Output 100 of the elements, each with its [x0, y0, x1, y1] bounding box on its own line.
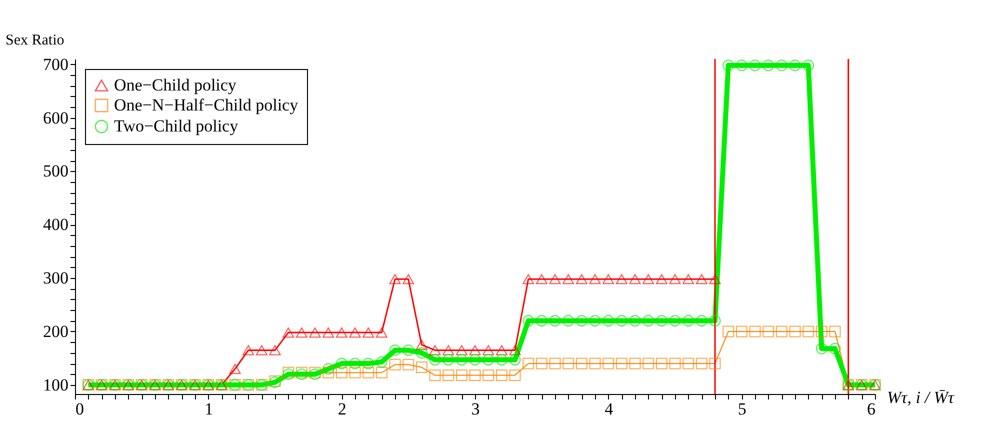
point [549, 315, 561, 327]
point [802, 60, 814, 72]
point [576, 315, 588, 327]
point [629, 358, 641, 370]
point [789, 326, 801, 338]
point [322, 363, 334, 375]
point [562, 315, 574, 327]
point [429, 345, 441, 356]
point [776, 60, 788, 72]
point [482, 345, 494, 356]
point [776, 326, 788, 338]
y-tick-label: 500 [43, 162, 68, 181]
point [469, 354, 481, 366]
point [389, 344, 401, 356]
point [642, 315, 654, 327]
point [349, 328, 361, 338]
point [429, 354, 441, 366]
point [496, 370, 508, 382]
point [722, 60, 734, 72]
point [536, 315, 548, 327]
point [362, 328, 374, 338]
x-tick-label: 5 [738, 400, 746, 418]
point [416, 340, 428, 350]
y-tick-label: 700 [43, 54, 68, 74]
legend-label: Two−Child policy [114, 116, 239, 136]
point [669, 358, 681, 370]
point [336, 366, 348, 378]
point [336, 328, 348, 338]
x-tick-label: 1 [204, 400, 214, 418]
point [656, 274, 668, 284]
point [402, 358, 414, 370]
x-tick-label: 3 [471, 400, 480, 418]
y-tick-label: 100 [43, 375, 68, 394]
point [376, 356, 388, 368]
point [696, 315, 708, 327]
point [469, 370, 481, 382]
point [789, 60, 801, 72]
point [642, 358, 654, 370]
point [509, 354, 521, 366]
point [602, 315, 614, 327]
point [349, 366, 361, 378]
point [802, 326, 814, 338]
point [656, 315, 668, 327]
point [389, 358, 401, 370]
x-axis-title: Wτ, i / W̄τ [887, 388, 955, 407]
point [322, 328, 334, 338]
point [616, 315, 628, 327]
point [522, 274, 534, 284]
point [402, 274, 414, 284]
point [669, 274, 681, 284]
point [416, 362, 428, 374]
point [416, 347, 428, 359]
point [362, 366, 374, 378]
y-tick-label: 400 [43, 215, 68, 234]
point [549, 274, 561, 284]
point [749, 326, 761, 338]
y-tick-label: 300 [43, 268, 68, 288]
point [736, 60, 748, 72]
point [629, 274, 641, 284]
point [549, 358, 561, 370]
point [456, 354, 468, 366]
point [536, 358, 548, 370]
point [576, 274, 588, 284]
point [682, 358, 694, 370]
point [709, 315, 721, 327]
point [509, 345, 521, 356]
point [696, 358, 708, 370]
point [749, 60, 761, 72]
point [522, 358, 534, 370]
y-axis-title: Sex Ratio [6, 32, 64, 48]
point [336, 358, 348, 370]
point [442, 370, 454, 382]
point [589, 274, 601, 284]
point [816, 342, 828, 354]
point [482, 370, 494, 382]
y-tick-label: 200 [43, 322, 68, 341]
point [296, 328, 308, 338]
point [562, 358, 574, 370]
point [536, 274, 548, 284]
point [522, 315, 534, 327]
point [402, 344, 414, 356]
point [509, 370, 521, 382]
point [349, 358, 361, 370]
point [642, 274, 654, 284]
point [656, 358, 668, 370]
point [562, 274, 574, 284]
point [696, 274, 708, 284]
point [829, 342, 841, 354]
point [709, 274, 721, 284]
point [616, 274, 628, 284]
point [456, 345, 468, 356]
x-tick-label: 6 [867, 400, 876, 418]
point [376, 366, 388, 378]
point [482, 354, 494, 366]
point [616, 358, 628, 370]
point [282, 328, 294, 338]
point [229, 364, 241, 374]
point [242, 345, 254, 356]
point [602, 358, 614, 370]
point [629, 315, 641, 327]
